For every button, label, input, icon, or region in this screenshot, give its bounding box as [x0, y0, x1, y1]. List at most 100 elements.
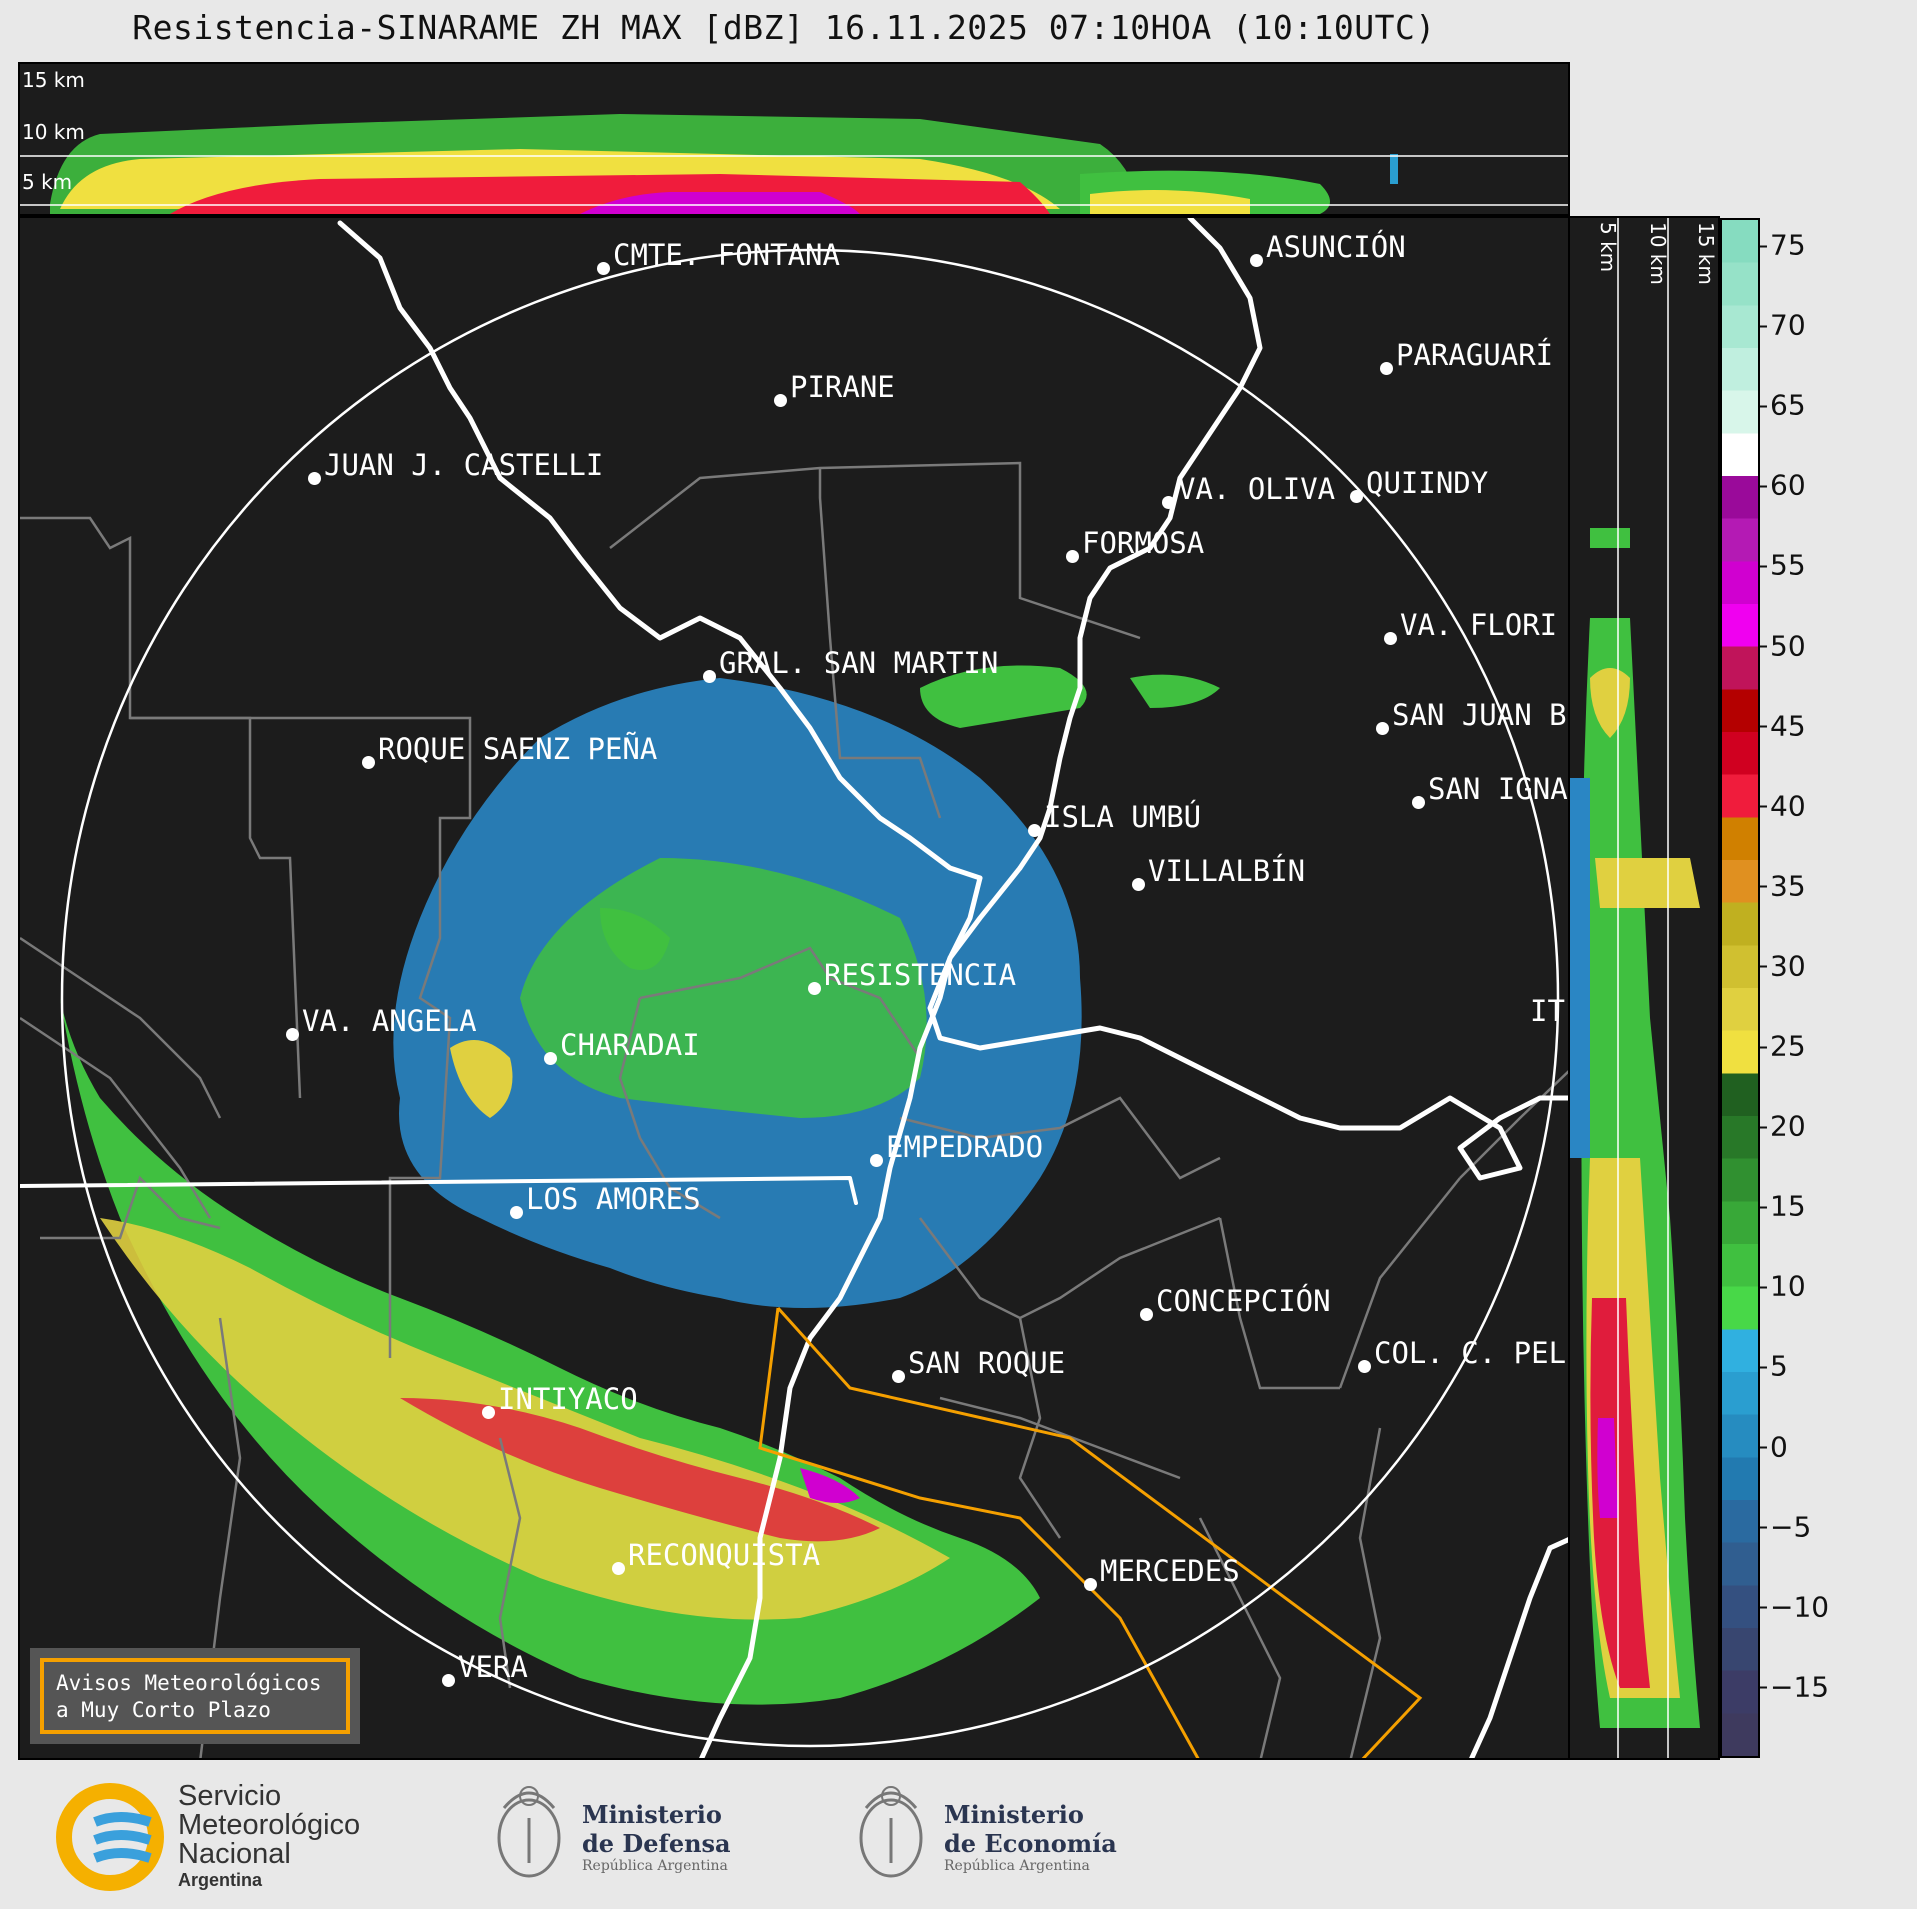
warning-polygon — [758, 1306, 1423, 1758]
city-dot — [1350, 490, 1363, 503]
top-cross-section-panel: 15 km 10 km 5 km — [18, 62, 1570, 216]
city-dot — [1028, 824, 1041, 837]
city-dot — [1140, 1308, 1153, 1321]
city-dot — [308, 472, 321, 485]
city-dot — [1132, 878, 1145, 891]
colorbar-tick-label: 50 — [1760, 629, 1806, 662]
city-label: JUAN J. CASTELLI — [324, 448, 604, 482]
city-dot — [597, 262, 610, 275]
city-dot — [1066, 550, 1079, 563]
city-label: SAN JUAN B — [1392, 698, 1567, 732]
economia-logo-text: Ministerio de Economía República Argenti… — [944, 1800, 1117, 1874]
colorbar-tick-label: 55 — [1760, 548, 1806, 582]
city-dot — [1380, 362, 1393, 375]
colorbar-tick-label: 5 — [1760, 1349, 1788, 1383]
city-label: VA. OLIVA — [1178, 472, 1336, 506]
city-dot — [870, 1154, 883, 1167]
city-dot — [774, 394, 787, 407]
city-label: FORMOSA — [1082, 526, 1205, 560]
city-dot — [1358, 1360, 1371, 1373]
colorbar-tick-label: −10 — [1759, 1590, 1830, 1624]
city-label: CONCEPCIÓN — [1156, 1284, 1331, 1318]
range-ring — [60, 248, 1560, 1748]
side-cross-section-panel: 5 km 10 km 15 km — [1570, 216, 1720, 1760]
colorbar-tick-label: −5 — [1759, 1510, 1812, 1544]
colorbar-tick-label: 75 — [1760, 228, 1806, 262]
city-label: RESISTENCIA — [824, 958, 1017, 992]
colorbar-tick-label: −15 — [1759, 1670, 1830, 1704]
footer: Servicio Meteorológico Nacional Argentin… — [0, 1760, 1917, 1909]
defensa-logo-text: Ministerio de Defensa República Argentin… — [582, 1800, 731, 1874]
radar-map[interactable]: CMTE. FONTANA ASUNCIÓN PARAGUARÍ PIRANE … — [18, 216, 1570, 1760]
colorbar-tick-label: 0 — [1760, 1430, 1788, 1463]
city-dot — [482, 1406, 495, 1419]
economia-line2: de Economía — [944, 1829, 1117, 1858]
city-label: QUIINDY — [1366, 466, 1489, 500]
defensa-seal-icon — [497, 1786, 561, 1878]
city-label: MERCEDES — [1100, 1554, 1240, 1588]
city-dot — [1084, 1578, 1097, 1591]
defensa-line2: de Defensa — [582, 1829, 731, 1858]
city-dot — [703, 670, 716, 683]
colorbar-ticks: 75 70 65 60 55 50 45 40 35 30 25 20 15 10 5 0 −5 −10 −15 — [1759, 218, 1912, 1758]
smn-line4: Argentina — [178, 1870, 263, 1890]
colorbar-tick-label: 65 — [1760, 388, 1806, 422]
city-label: ASUNCIÓN — [1266, 230, 1406, 264]
city-dot — [510, 1206, 523, 1219]
colorbar-tick-label: 25 — [1760, 1029, 1806, 1063]
city-label: CMTE. FONTANA — [613, 238, 840, 272]
city-label: VA. FLORI — [1400, 608, 1558, 642]
top-height-label-10km: 10 km — [22, 120, 85, 144]
colorbar-tick-label: 20 — [1760, 1109, 1806, 1143]
city-label: COL. C. PEL — [1374, 1336, 1567, 1370]
city-label: PIRANE — [790, 370, 895, 404]
colorbar-tick-label: 40 — [1760, 789, 1806, 823]
city-label: LOS AMORES — [526, 1182, 701, 1216]
colorbar-tick-label: 10 — [1760, 1269, 1806, 1303]
city-label: ISLA UMBÚ — [1044, 800, 1202, 834]
side-cross-section-echoes — [1570, 218, 1700, 1758]
city-dot — [1384, 632, 1397, 645]
city-label: CHARADAI — [560, 1028, 700, 1062]
defensa-line1: Ministerio — [582, 1800, 722, 1829]
colorbar-tick-label: 70 — [1760, 308, 1806, 342]
city-label: VERA — [458, 1650, 528, 1684]
city-dot — [1162, 496, 1175, 509]
smn-line2: Meteorológico — [178, 1809, 361, 1841]
smn-line1: Servicio — [178, 1780, 282, 1812]
side-height-label-10km: 10 km — [1646, 222, 1670, 285]
city-dot — [1250, 254, 1263, 267]
city-label: ROQUE SAENZ PEÑA — [378, 732, 658, 766]
city-dot — [286, 1028, 299, 1041]
top-cross-section-echoes — [20, 114, 1568, 214]
city-label: VILLALBÍN — [1148, 854, 1306, 888]
colorbar-tick-label: 35 — [1760, 869, 1806, 903]
city-dot — [1412, 796, 1425, 809]
defensa-line3: República Argentina — [582, 1858, 728, 1874]
chart-title: Resistencia-SINARAME ZH MAX [dBZ] 16.11.… — [132, 8, 1436, 47]
colorbar-tick-label: 60 — [1760, 468, 1806, 502]
warning-box-line1: Avisos Meteorológicos — [56, 1671, 322, 1695]
city-label: SAN IGNA — [1428, 772, 1568, 806]
colorbar-tick-label: 45 — [1760, 709, 1806, 743]
city-label: RECONQUISTA — [628, 1538, 821, 1572]
side-height-label-5km: 5 km — [1596, 222, 1620, 273]
city-label: IT — [1530, 994, 1565, 1028]
top-height-label-15km: 15 km — [22, 68, 85, 92]
city-dot — [442, 1674, 455, 1687]
colorbar-tick-label: 15 — [1760, 1189, 1806, 1223]
smn-logo-text: Servicio Meteorológico Nacional Argentin… — [178, 1782, 360, 1891]
warning-box-frame: Avisos Meteorológicos a Muy Corto Plazo — [40, 1658, 350, 1734]
warning-box-line2: a Muy Corto Plazo — [56, 1698, 271, 1722]
city-dot — [612, 1562, 625, 1575]
city-dot — [1376, 722, 1389, 735]
radar-map-canvas — [20, 218, 1568, 1758]
economia-line3: República Argentina — [944, 1858, 1090, 1874]
warning-box[interactable]: Avisos Meteorológicos a Muy Corto Plazo — [30, 1648, 360, 1744]
city-dot — [362, 756, 375, 769]
colorbar-tick-label: 30 — [1760, 949, 1806, 983]
economia-line1: Ministerio — [944, 1800, 1084, 1829]
city-label: INTIYACO — [498, 1382, 638, 1416]
side-height-label-15km: 15 km — [1694, 222, 1718, 285]
smn-line3: Nacional — [178, 1838, 291, 1870]
